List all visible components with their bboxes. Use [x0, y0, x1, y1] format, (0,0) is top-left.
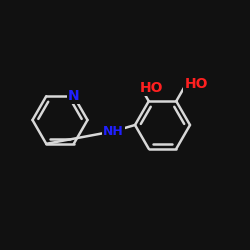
Text: N: N [68, 89, 80, 103]
Text: NH: NH [104, 125, 124, 138]
Text: HO: HO [140, 81, 163, 95]
Text: HO: HO [184, 77, 208, 91]
